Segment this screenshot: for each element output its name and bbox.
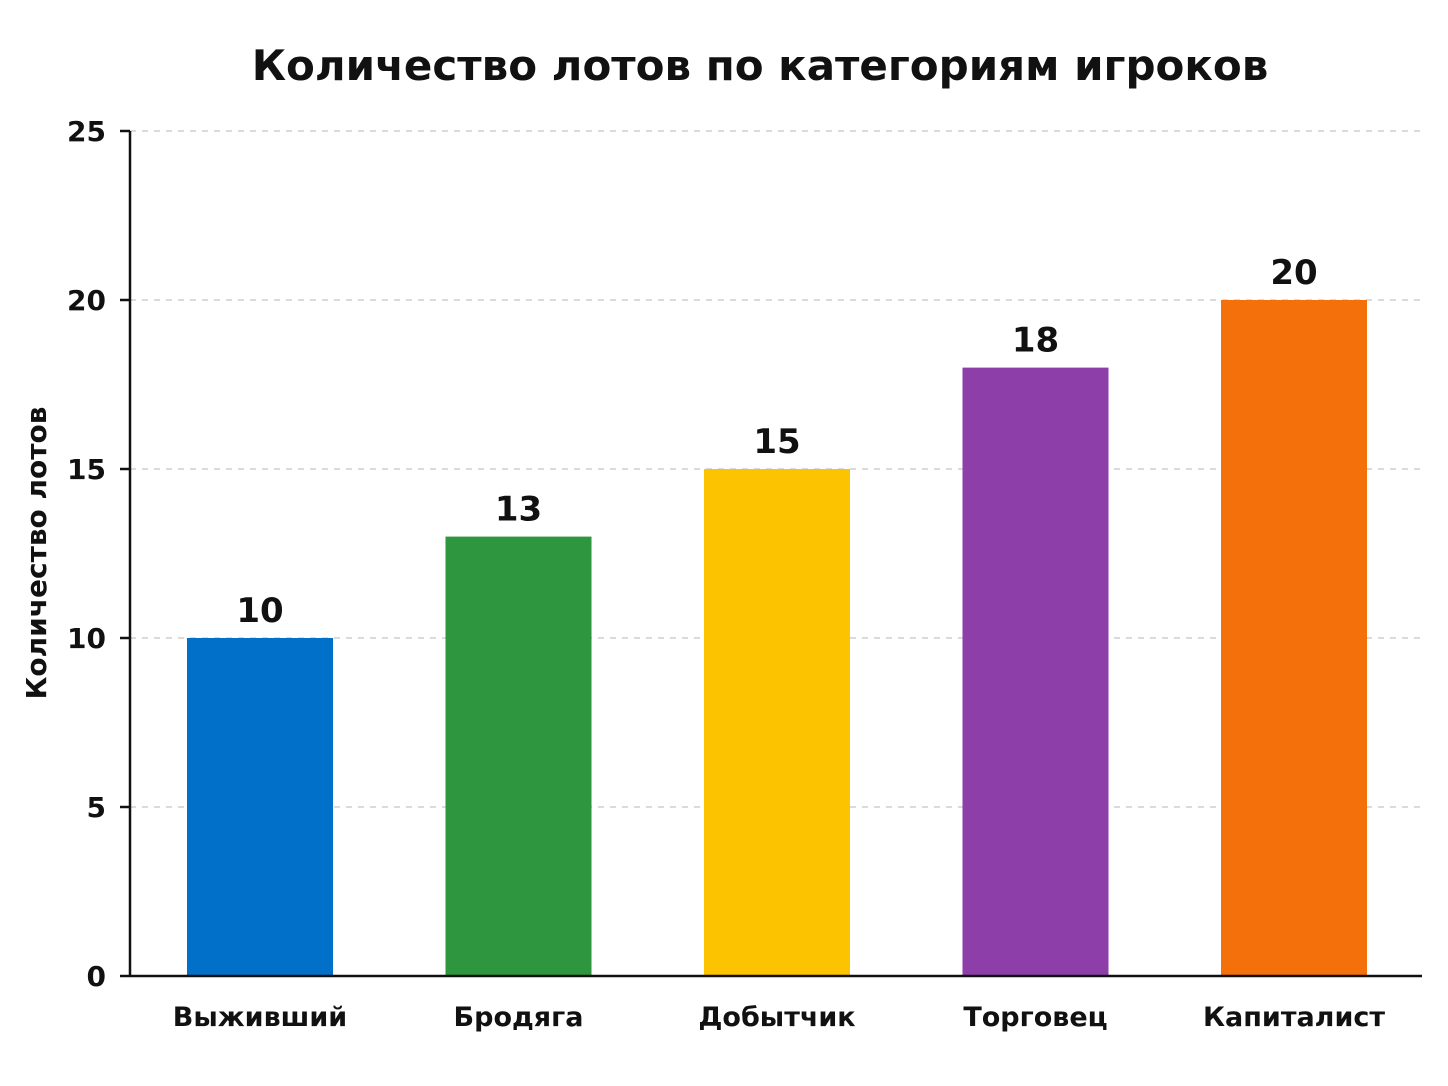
x-tick-label: Торговец [963, 1002, 1107, 1033]
bar [962, 367, 1109, 977]
bar-value-label: 13 [495, 490, 542, 530]
bar-value-label: 15 [753, 422, 800, 462]
bar [187, 638, 333, 976]
bar [1221, 300, 1367, 976]
x-tick-label: Добытчик [698, 1002, 855, 1033]
x-axis-labels: Выживший Бродяга Добытчик Торговец Капиталис… [173, 1002, 1386, 1033]
axes [128, 131, 1422, 978]
chart-title: Количество лотов по категориям игроков [252, 41, 1269, 90]
y-tick-label: 5 [87, 791, 106, 824]
y-axis-title: Количество лотов [20, 407, 53, 700]
y-axis-ticks: 0 5 10 15 20 25 [67, 115, 130, 993]
x-tick-label: Бродяга [454, 1002, 584, 1033]
bar-value-label: 18 [1012, 321, 1059, 361]
data-labels: 10 13 15 18 20 [236, 253, 1317, 631]
y-tick-label: 20 [67, 284, 106, 317]
bar-value-label: 10 [236, 591, 283, 631]
bar [704, 469, 850, 976]
y-tick-label: 0 [87, 960, 106, 993]
bar-value-label: 20 [1270, 253, 1317, 293]
x-tick-label: Выживший [173, 1002, 347, 1033]
bars [187, 300, 1367, 977]
y-tick-label: 15 [67, 453, 106, 486]
x-tick-label: Капиталист [1203, 1002, 1385, 1033]
bar [445, 536, 592, 976]
y-tick-label: 10 [67, 622, 106, 655]
y-tick-label: 25 [67, 115, 106, 148]
